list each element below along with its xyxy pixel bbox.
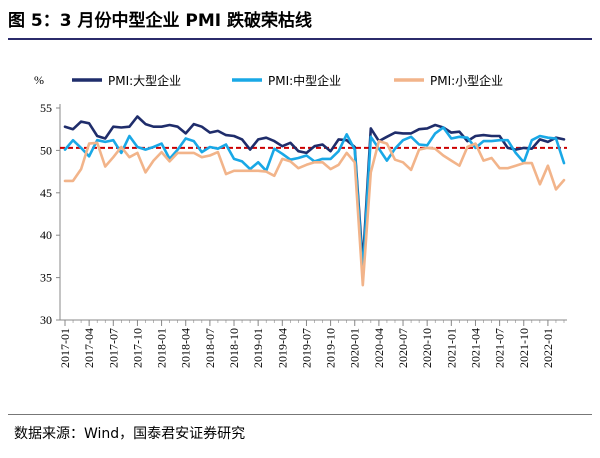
x-tick-label: 2017-10 bbox=[130, 328, 144, 368]
y-tick-label: 40 bbox=[40, 228, 52, 242]
y-tick-label: 30 bbox=[40, 313, 52, 327]
x-tick-label: 2018-04 bbox=[179, 328, 193, 368]
x-tick-label: 2018-10 bbox=[227, 328, 241, 368]
x-tick-label: 2019-10 bbox=[324, 328, 338, 368]
y-axis: 30 35 40 45 50 55 bbox=[40, 101, 61, 327]
x-tick-label: 2021-10 bbox=[517, 328, 531, 368]
x-tick-label: 2019-04 bbox=[275, 328, 289, 368]
y-tick-label: 35 bbox=[40, 271, 52, 285]
legend: PMI:大型企业 PMI:中型企业 PMI:小型企业 bbox=[72, 73, 503, 88]
series-line-2 bbox=[63, 139, 566, 287]
y-tick-label: 45 bbox=[40, 186, 52, 200]
x-tick-label: 2022-01 bbox=[541, 328, 555, 368]
title-rule bbox=[8, 38, 592, 40]
y-tick-label: 50 bbox=[40, 143, 52, 157]
legend-label-2: PMI:小型企业 bbox=[430, 73, 503, 88]
series-line-0 bbox=[63, 115, 566, 266]
x-tick-label: 2021-04 bbox=[468, 328, 482, 368]
x-tick-label: 2021-01 bbox=[444, 328, 458, 368]
y-unit-label: % bbox=[34, 73, 44, 87]
x-axis: 2017-01 2017-04 2017-07 2017-10 2018-01 2018-… bbox=[58, 319, 567, 368]
series-line-1 bbox=[63, 126, 566, 275]
x-tick-label: 2019-01 bbox=[251, 328, 265, 368]
source-note: 数据来源：Wind，国泰君安证券研究 bbox=[14, 426, 246, 442]
x-tick-label: 2020-07 bbox=[396, 328, 410, 368]
legend-label-0: PMI:大型企业 bbox=[108, 73, 181, 88]
x-tick-label: 2018-07 bbox=[203, 328, 217, 368]
legend-label-1: PMI:中型企业 bbox=[268, 73, 341, 88]
x-tick-label: 2020-04 bbox=[372, 328, 386, 368]
x-tick-label: 2019-07 bbox=[299, 328, 313, 368]
x-tick-label: 2020-10 bbox=[420, 328, 434, 368]
x-tick-label: 2018-01 bbox=[155, 328, 169, 368]
y-tick-label: 55 bbox=[40, 101, 52, 115]
x-tick-label: 2017-01 bbox=[58, 328, 72, 368]
x-tick-label: 2021-07 bbox=[493, 328, 507, 368]
pmi-line-chart: % PMI:大型企业 PMI:中型企业 PMI:小型企业 303540455055 … bbox=[34, 73, 567, 368]
x-tick-label: 2020-01 bbox=[348, 328, 362, 368]
footer-rule bbox=[8, 414, 592, 415]
figure-title: 图 5：3 月份中型企业 PMI 跌破荣枯线 bbox=[8, 11, 313, 31]
series-group bbox=[63, 115, 566, 287]
x-tick-label: 2017-04 bbox=[82, 328, 96, 368]
x-tick-label: 2017-07 bbox=[106, 328, 120, 368]
